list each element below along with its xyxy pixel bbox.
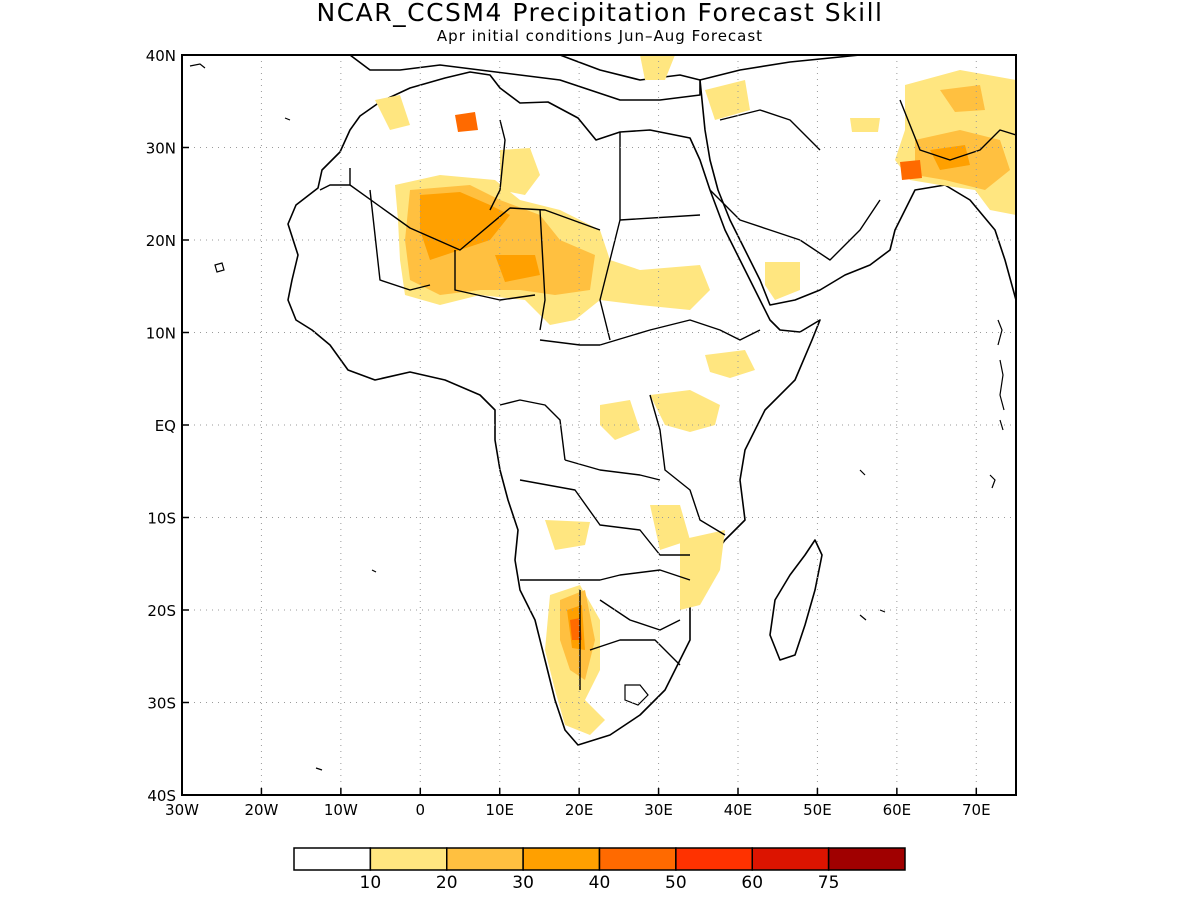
colorbar-swatch bbox=[522, 847, 601, 871]
lon-tick-label: 10W bbox=[324, 801, 358, 819]
colorbar-label: 40 bbox=[589, 873, 611, 893]
colorbar-label: 75 bbox=[818, 873, 840, 893]
lon-tick-label: 40E bbox=[724, 801, 753, 819]
longitude-axis: 30W 20W 10W 0 10E 20E 30E 40E 50E 60E 70E bbox=[165, 788, 991, 819]
colorbar-swatch bbox=[675, 847, 753, 871]
lat-tick-label: EQ bbox=[155, 417, 176, 435]
lon-tick-label: 30W bbox=[165, 801, 199, 819]
colorbar-swatch bbox=[598, 847, 677, 871]
colorbar-swatch bbox=[293, 847, 372, 871]
colorbar-swatch bbox=[446, 847, 524, 871]
lat-tick-label: 40S bbox=[147, 787, 176, 805]
lat-tick-label: 30N bbox=[146, 140, 176, 158]
skill-shading bbox=[375, 55, 1016, 735]
lon-tick-label: 70E bbox=[962, 801, 991, 819]
map-grid bbox=[182, 55, 1016, 795]
lat-tick-label: 20N bbox=[146, 232, 176, 250]
lon-tick-label: 30E bbox=[644, 801, 673, 819]
lon-tick-label: 0 bbox=[416, 801, 426, 819]
colorbar-label: 10 bbox=[360, 873, 382, 893]
colorbar-label: 50 bbox=[665, 873, 687, 893]
colorbar-label: 30 bbox=[512, 873, 534, 893]
lon-tick-label: 20W bbox=[244, 801, 278, 819]
map-area bbox=[189, 55, 1016, 771]
colorbar-swatch bbox=[827, 847, 906, 871]
lon-tick-label: 20E bbox=[565, 801, 594, 819]
lon-tick-label: 50E bbox=[803, 801, 832, 819]
colorbar-swatch bbox=[369, 847, 448, 871]
lon-tick-label: 60E bbox=[883, 801, 912, 819]
lat-tick-label: 40N bbox=[146, 47, 176, 65]
lat-tick-label: 10S bbox=[147, 510, 176, 528]
lat-tick-label: 20S bbox=[147, 602, 176, 620]
chart-title: NCAR_CCSM4 Precipitation Forecast Skill bbox=[316, 0, 884, 27]
colorbar: 10 20 30 40 50 60 75 bbox=[293, 847, 906, 893]
colorbar-label: 60 bbox=[741, 873, 763, 893]
lon-tick-label: 10E bbox=[485, 801, 514, 819]
lat-tick-label: 10N bbox=[146, 325, 176, 343]
lat-tick-label: 30S bbox=[147, 695, 176, 713]
colorbar-label: 20 bbox=[436, 873, 458, 893]
colorbar-swatch bbox=[751, 847, 830, 871]
chart-subtitle: Apr initial conditions Jun–Aug Forecast bbox=[436, 27, 764, 45]
latitude-axis: 40N 30N 20N 10N EQ 10S 20S 30S 40S bbox=[146, 47, 189, 805]
islands bbox=[189, 63, 1005, 771]
